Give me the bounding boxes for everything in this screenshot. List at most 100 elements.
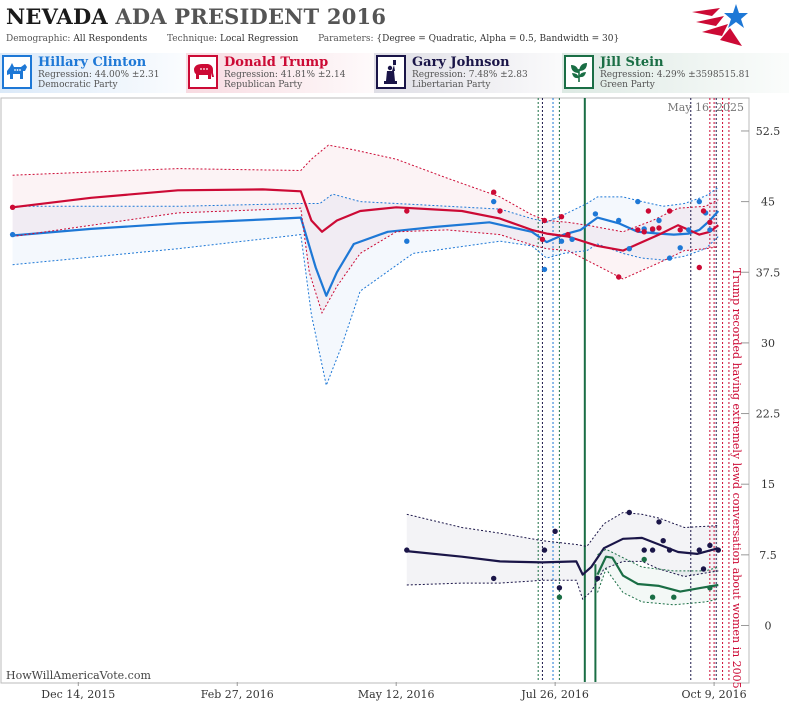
- gary-johnson-regression-line: [406, 536, 719, 576]
- donald-trump-poll-point: [616, 274, 622, 280]
- donald-trump-poll-point: [700, 208, 707, 214]
- legend-item-clinton: Hillary Clinton Regression: 44.00% ±2.31…: [0, 53, 186, 93]
- regression-chart: 0 7.5 15 22.5 30 37.5 45 52.5 Dec 14, 2015 Feb 27…: [0, 97, 781, 701]
- gary-johnson-poll-point: [491, 575, 497, 582]
- y-tick-label: 22.5: [756, 408, 781, 421]
- gary-johnson-poll-point: [656, 519, 662, 525]
- x-tick-label: Oct 9, 2016: [682, 688, 747, 701]
- jill-stein-regression-line: [596, 555, 719, 593]
- jill-stein-lower-bound: [597, 567, 719, 606]
- legend-item-stein: Jill Stein Regression: 4.29% ±3598515.81…: [562, 53, 789, 93]
- donald-trump-poll-point: [635, 227, 641, 233]
- hillary-clinton-poll-point: [541, 266, 548, 273]
- donald-trump-poll-point: [656, 225, 662, 231]
- jill-stein-poll-point: [671, 594, 677, 600]
- leaf-icon: [564, 55, 594, 89]
- candidate-name: Jill Stein: [600, 55, 664, 70]
- hillary-clinton-poll-point: [696, 198, 702, 205]
- chart-header: NEVADA ADA PRESIDENT 2016 Demographic: A…: [0, 0, 789, 50]
- jill-stein-poll-point: [556, 594, 563, 600]
- y-tick-label: 30: [761, 337, 775, 350]
- hillary-clinton-poll-point: [569, 236, 575, 242]
- candidate-party: Green Party: [600, 80, 655, 90]
- candidate-party: Libertarian Party: [412, 80, 491, 90]
- watermark: HowWillAmericaVote.com: [6, 669, 151, 682]
- gary-johnson-poll-point: [556, 585, 563, 591]
- gary-johnson-poll-point: [666, 547, 673, 553]
- hillary-clinton-poll-point: [626, 246, 632, 252]
- event-annotation: Trump recorded having extremely lewd con…: [730, 268, 743, 689]
- candidate-legend: Hillary Clinton Regression: 44.00% ±2.31…: [0, 53, 789, 93]
- legend-item-trump: Donald Trump Regression: 41.81% ±2.14 Re…: [186, 53, 374, 93]
- candidate-party: Republican Party: [224, 80, 303, 90]
- demographic-label: Demographic:: [6, 34, 71, 44]
- candidate-regression: Regression: 7.48% ±2.83: [412, 70, 528, 80]
- donald-trump-poll-point: [539, 236, 546, 242]
- hillary-clinton-poll-point: [635, 198, 641, 205]
- donald-trump-confidence-band: [12, 145, 719, 313]
- hillary-clinton-poll-point: [616, 217, 622, 224]
- gary-johnson-poll-point: [594, 575, 601, 582]
- y-tick-label: 15: [761, 478, 775, 491]
- donald-trump-poll-point: [666, 208, 673, 214]
- parameters-label: Parameters:: [318, 34, 374, 44]
- donkey-icon: [2, 55, 32, 89]
- hillary-clinton-poll-point: [9, 231, 16, 238]
- donald-trump-poll-point: [565, 231, 571, 238]
- donald-trump-poll-point: [491, 189, 497, 195]
- x-tick-label: Jul 26, 2016: [520, 688, 589, 701]
- y-tick-label: 7.5: [759, 549, 777, 562]
- y-tick-label: 37.5: [756, 266, 781, 279]
- x-tick-label: May 12, 2016: [358, 688, 435, 701]
- donald-trump-poll-point: [558, 214, 565, 220]
- donald-trump-poll-point: [677, 227, 683, 233]
- plot-frame: [0, 97, 750, 684]
- star-logo-icon: [692, 4, 748, 46]
- gary-johnson-poll-point: [660, 538, 666, 544]
- gary-johnson-poll-point: [715, 547, 721, 553]
- parameters-row: Demographic: All Respondents Technique: …: [6, 34, 619, 44]
- gary-johnson-poll-point: [649, 547, 656, 553]
- gary-johnson-poll-point: [696, 547, 702, 553]
- jill-stein-poll-point: [641, 556, 647, 563]
- hillary-clinton-regression-line: [12, 210, 720, 297]
- hillary-clinton-poll-point: [686, 227, 692, 233]
- candidate-name: Gary Johnson: [412, 55, 510, 70]
- page-title: NEVADA ADA PRESIDENT 2016: [6, 4, 386, 29]
- donald-trump-poll-point: [645, 208, 652, 214]
- gary-johnson-poll-point: [700, 566, 707, 572]
- hillary-clinton-poll-point: [677, 245, 683, 251]
- hillary-clinton-poll-point: [707, 227, 713, 233]
- title-rest: ADA PRESIDENT 2016: [115, 4, 387, 29]
- donald-trump-poll-point: [641, 229, 647, 235]
- y-tick-label: 45: [761, 196, 775, 209]
- candidate-name: Donald Trump: [224, 55, 329, 70]
- gary-johnson-poll-point: [541, 547, 548, 553]
- candidate-regression: Regression: 4.29% ±3598515.81: [600, 70, 751, 80]
- y-tick-label: 0: [765, 619, 772, 632]
- candidate-name: Hillary Clinton: [38, 55, 147, 70]
- gary-johnson-poll-point: [404, 547, 410, 553]
- demographic-value: All Respondents: [73, 34, 148, 44]
- donald-trump-poll-point: [404, 208, 410, 214]
- donald-trump-lower-bound: [12, 207, 719, 315]
- gary-johnson-confidence-band: [406, 512, 719, 600]
- donald-trump-poll-point: [541, 217, 548, 224]
- hillary-clinton-upper-bound: [12, 187, 719, 223]
- donald-trump-upper-bound: [12, 144, 719, 233]
- hillary-clinton-lower-bound: [12, 234, 719, 388]
- candidate-regression: Regression: 41.81% ±2.14: [224, 70, 346, 80]
- gary-johnson-lower-bound: [406, 560, 719, 600]
- candidate-regression: Regression: 44.00% ±2.31: [38, 70, 160, 80]
- gary-johnson-upper-bound: [406, 511, 719, 547]
- hillary-clinton-poll-point: [656, 217, 662, 224]
- x-tick-label: Dec 14, 2015: [41, 688, 115, 701]
- donald-trump-poll-point: [707, 219, 713, 225]
- jill-stein-poll-point: [707, 585, 713, 591]
- jill-stein-poll-point: [649, 594, 656, 600]
- donald-trump-poll-point: [9, 204, 16, 210]
- gary-johnson-poll-point: [707, 542, 713, 549]
- donald-trump-poll-point: [497, 208, 503, 214]
- x-tick-label: Feb 27, 2016: [201, 688, 274, 701]
- hillary-clinton-poll-point: [558, 238, 565, 244]
